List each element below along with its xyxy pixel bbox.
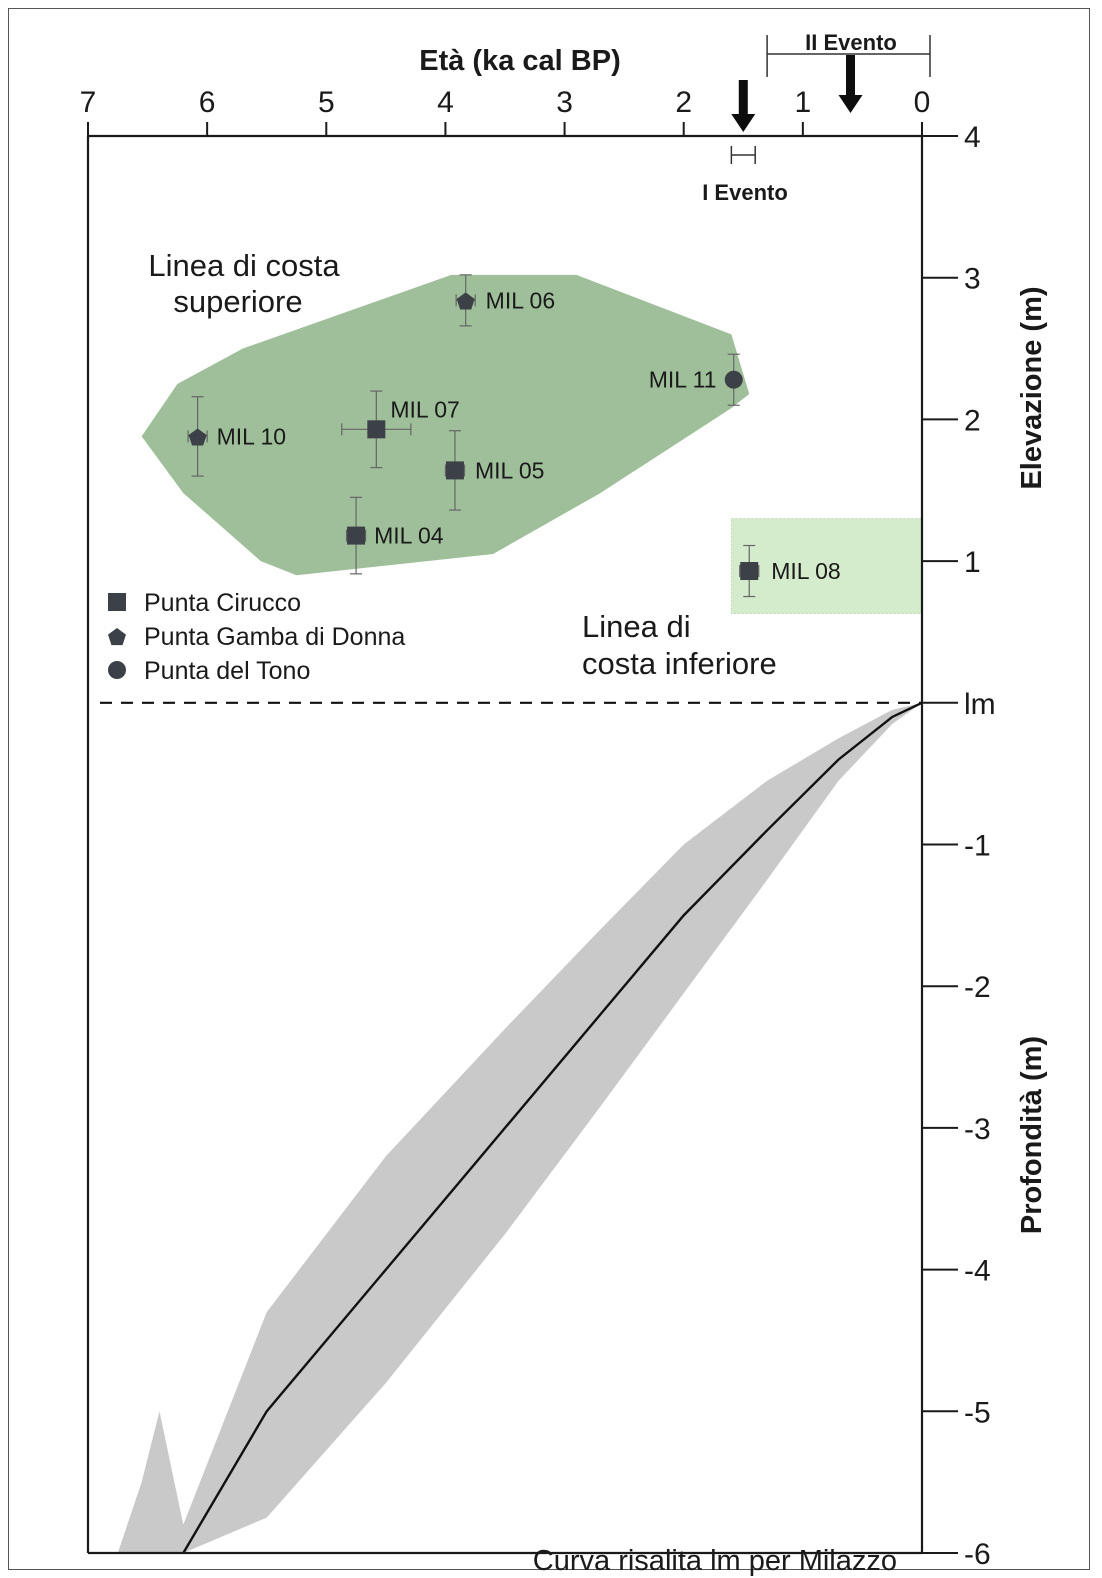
event-arrow-shaft — [846, 55, 856, 97]
data-point: MIL 11 — [649, 353, 743, 406]
pentagon-marker — [188, 428, 207, 446]
labels-layer: Età (ka cal BP) Elevazione (m) Profondit… — [108, 45, 1048, 1577]
point-label: MIL 06 — [486, 287, 555, 313]
x-tick-label: 0 — [914, 86, 931, 119]
data-point: MIL 06 — [455, 274, 555, 327]
legend: Punta Cirucco Punta Gamba di Donna Punta d… — [108, 589, 405, 685]
x-tick-label: 4 — [437, 86, 454, 119]
event-arrow-head — [838, 95, 863, 113]
y-tick-label: -2 — [964, 971, 991, 1004]
y-tick-label: lm — [964, 688, 996, 721]
y-tick-label: -4 — [964, 1255, 991, 1288]
x-tick-label: 6 — [199, 86, 216, 119]
x-tick-label: 5 — [318, 86, 335, 119]
legend-square-icon — [108, 593, 126, 611]
legend-label: Punta Cirucco — [144, 589, 301, 617]
data-point: MIL 07 — [341, 390, 460, 469]
x-tick-label: 7 — [80, 86, 97, 119]
square-marker — [367, 420, 386, 439]
event-2-arrow — [838, 55, 863, 113]
square-marker — [740, 562, 759, 581]
square-marker — [347, 526, 366, 545]
point-label: MIL 04 — [374, 523, 444, 549]
zones-layer: Linea di costa superiore Linea di costa inf… — [141, 248, 923, 681]
data-point: MIL 05 — [444, 430, 544, 511]
y-tick-label: -6 — [964, 1538, 991, 1571]
lower-shoreline-label: Linea di costa inferiore — [582, 609, 777, 681]
y-tick-label: -3 — [964, 1113, 991, 1146]
x-axis-title: Età (ka cal BP) — [419, 45, 620, 77]
event-1-label: I Evento — [702, 180, 788, 205]
x-tick-label: 1 — [795, 86, 812, 119]
y-tick-label: 1 — [964, 546, 981, 579]
event-2-label: II Evento — [805, 30, 897, 55]
data-point: MIL 10 — [187, 396, 286, 477]
y-tick-label: 4 — [964, 121, 981, 154]
y-tick-label: -1 — [964, 830, 991, 863]
upper-shoreline-label: Linea di costa superiore — [148, 248, 340, 319]
points-layer: MIL 06 MIL 11 MIL 07 MIL 10 MIL 05 MIL 04 MIL … — [187, 274, 841, 598]
point-label: MIL 11 — [649, 367, 717, 393]
uncertainty-band — [117, 702, 923, 1553]
data-point: MIL 08 — [739, 544, 841, 598]
point-label: MIL 08 — [771, 558, 840, 584]
legend-item: Punta del Tono — [108, 657, 310, 685]
curve-label: Curva risalita lm per Milazzo — [533, 1545, 897, 1577]
figure-frame — [8, 8, 1090, 1570]
legend-item: Punta Cirucco — [108, 589, 301, 617]
legend-pentagon-icon — [108, 628, 126, 646]
legend-item: Punta Gamba di Donna — [108, 623, 405, 651]
upper-shoreline-zone — [141, 274, 750, 576]
event-1-arrow — [731, 80, 756, 132]
event-arrow-head — [731, 114, 756, 132]
legend-label: Punta Gamba di Donna — [144, 623, 405, 651]
square-marker — [445, 461, 464, 480]
event-arrow-shaft — [738, 80, 748, 116]
curve-layer — [117, 701, 923, 1554]
point-label: MIL 05 — [475, 457, 544, 483]
legend-circle-icon — [108, 661, 126, 679]
pentagon-marker — [456, 292, 475, 310]
data-point: MIL 04 — [345, 496, 444, 575]
y-tick-label: 3 — [964, 263, 981, 296]
lower-shoreline-zone — [730, 518, 923, 615]
point-label: MIL 10 — [217, 423, 286, 449]
x-tick-label: 3 — [556, 86, 573, 119]
x-tick-label: 2 — [675, 86, 692, 119]
y-tick-label: -5 — [964, 1396, 991, 1429]
legend-label: Punta del Tono — [144, 657, 310, 685]
y-axis-title-top: Elevazione (m) — [1016, 286, 1048, 489]
y-tick-label: 2 — [964, 404, 981, 437]
y-axis-title-bottom: Profondità (m) — [1016, 1036, 1048, 1234]
circle-marker — [724, 370, 743, 389]
sea-level-curve — [182, 701, 923, 1554]
point-label: MIL 07 — [390, 396, 459, 422]
